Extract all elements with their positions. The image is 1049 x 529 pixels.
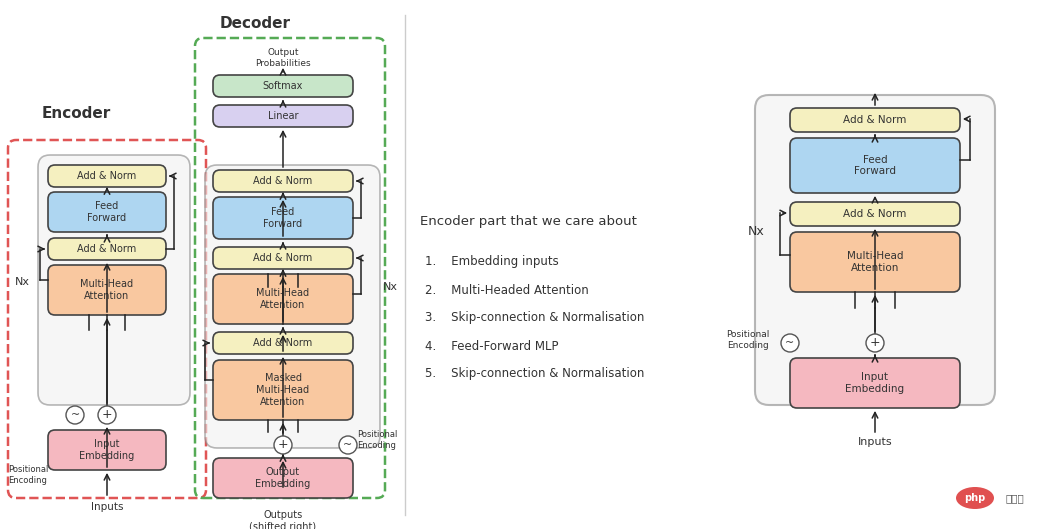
Text: Encoder: Encoder bbox=[42, 106, 111, 121]
FancyBboxPatch shape bbox=[48, 165, 166, 187]
Text: Output
Embedding: Output Embedding bbox=[255, 467, 311, 489]
Text: ~: ~ bbox=[70, 410, 80, 420]
Circle shape bbox=[866, 334, 884, 352]
Text: 3.    Skip-connection & Normalisation: 3. Skip-connection & Normalisation bbox=[425, 312, 644, 324]
FancyBboxPatch shape bbox=[48, 192, 166, 232]
Text: Add & Norm: Add & Norm bbox=[843, 115, 906, 125]
FancyBboxPatch shape bbox=[213, 332, 354, 354]
Text: Add & Norm: Add & Norm bbox=[843, 209, 906, 219]
FancyBboxPatch shape bbox=[213, 105, 354, 127]
Text: Positional
Encoding: Positional Encoding bbox=[726, 330, 770, 350]
Text: Multi-Head
Attention: Multi-Head Attention bbox=[256, 288, 309, 310]
Text: Add & Norm: Add & Norm bbox=[78, 171, 136, 181]
Text: Input
Embedding: Input Embedding bbox=[845, 372, 904, 394]
Text: ~: ~ bbox=[343, 440, 352, 450]
Text: Decoder: Decoder bbox=[220, 16, 291, 31]
Text: Add & Norm: Add & Norm bbox=[78, 244, 136, 254]
Text: Multi-Head
Attention: Multi-Head Attention bbox=[81, 279, 133, 301]
FancyBboxPatch shape bbox=[213, 75, 354, 97]
Circle shape bbox=[274, 436, 292, 454]
Text: Feed
Forward: Feed Forward bbox=[854, 154, 896, 176]
Circle shape bbox=[782, 334, 799, 352]
Circle shape bbox=[339, 436, 357, 454]
Text: +: + bbox=[102, 408, 112, 422]
Text: Add & Norm: Add & Norm bbox=[254, 176, 313, 186]
Text: Add & Norm: Add & Norm bbox=[254, 338, 313, 348]
Text: 5.    Skip-connection & Normalisation: 5. Skip-connection & Normalisation bbox=[425, 368, 644, 380]
Text: Nx: Nx bbox=[15, 277, 30, 287]
Text: Output
Probabilities: Output Probabilities bbox=[255, 48, 311, 68]
Text: Feed
Forward: Feed Forward bbox=[263, 207, 302, 229]
Text: 中文网: 中文网 bbox=[1005, 493, 1024, 503]
Text: Nx: Nx bbox=[748, 225, 765, 238]
FancyBboxPatch shape bbox=[38, 155, 190, 405]
Text: ~: ~ bbox=[786, 338, 795, 348]
Text: Positional
Encoding: Positional Encoding bbox=[8, 465, 48, 485]
Text: Outputs
(shifted right): Outputs (shifted right) bbox=[250, 510, 317, 529]
FancyBboxPatch shape bbox=[755, 95, 996, 405]
FancyBboxPatch shape bbox=[205, 165, 380, 448]
Text: Add & Norm: Add & Norm bbox=[254, 253, 313, 263]
FancyBboxPatch shape bbox=[48, 430, 166, 470]
Text: Inputs: Inputs bbox=[858, 437, 893, 447]
FancyBboxPatch shape bbox=[48, 238, 166, 260]
Ellipse shape bbox=[956, 487, 994, 509]
Text: Multi-Head
Attention: Multi-Head Attention bbox=[847, 251, 903, 273]
Text: Feed
Forward: Feed Forward bbox=[87, 201, 127, 223]
Text: Positional
Encoding: Positional Encoding bbox=[357, 430, 398, 450]
FancyBboxPatch shape bbox=[790, 138, 960, 193]
Text: Masked
Multi-Head
Attention: Masked Multi-Head Attention bbox=[256, 373, 309, 407]
FancyBboxPatch shape bbox=[213, 247, 354, 269]
Circle shape bbox=[98, 406, 116, 424]
FancyBboxPatch shape bbox=[790, 202, 960, 226]
Text: +: + bbox=[870, 336, 880, 350]
FancyBboxPatch shape bbox=[790, 108, 960, 132]
Text: +: + bbox=[278, 439, 288, 451]
Text: Input
Embedding: Input Embedding bbox=[80, 439, 134, 461]
FancyBboxPatch shape bbox=[213, 170, 354, 192]
FancyBboxPatch shape bbox=[213, 458, 354, 498]
Text: 4.    Feed-Forward MLP: 4. Feed-Forward MLP bbox=[425, 340, 558, 352]
Text: Linear: Linear bbox=[267, 111, 298, 121]
Circle shape bbox=[66, 406, 84, 424]
FancyBboxPatch shape bbox=[213, 197, 354, 239]
FancyBboxPatch shape bbox=[790, 232, 960, 292]
FancyBboxPatch shape bbox=[213, 274, 354, 324]
Text: php: php bbox=[964, 493, 986, 503]
FancyBboxPatch shape bbox=[48, 265, 166, 315]
FancyBboxPatch shape bbox=[213, 360, 354, 420]
Text: Inputs: Inputs bbox=[91, 502, 123, 512]
Text: Encoder part that we care about: Encoder part that we care about bbox=[420, 215, 637, 229]
Text: 2.    Multi-Headed Attention: 2. Multi-Headed Attention bbox=[425, 284, 588, 296]
Text: Nx: Nx bbox=[383, 282, 398, 292]
Text: 1.    Embedding inputs: 1. Embedding inputs bbox=[425, 256, 559, 269]
Text: Softmax: Softmax bbox=[263, 81, 303, 91]
FancyBboxPatch shape bbox=[790, 358, 960, 408]
